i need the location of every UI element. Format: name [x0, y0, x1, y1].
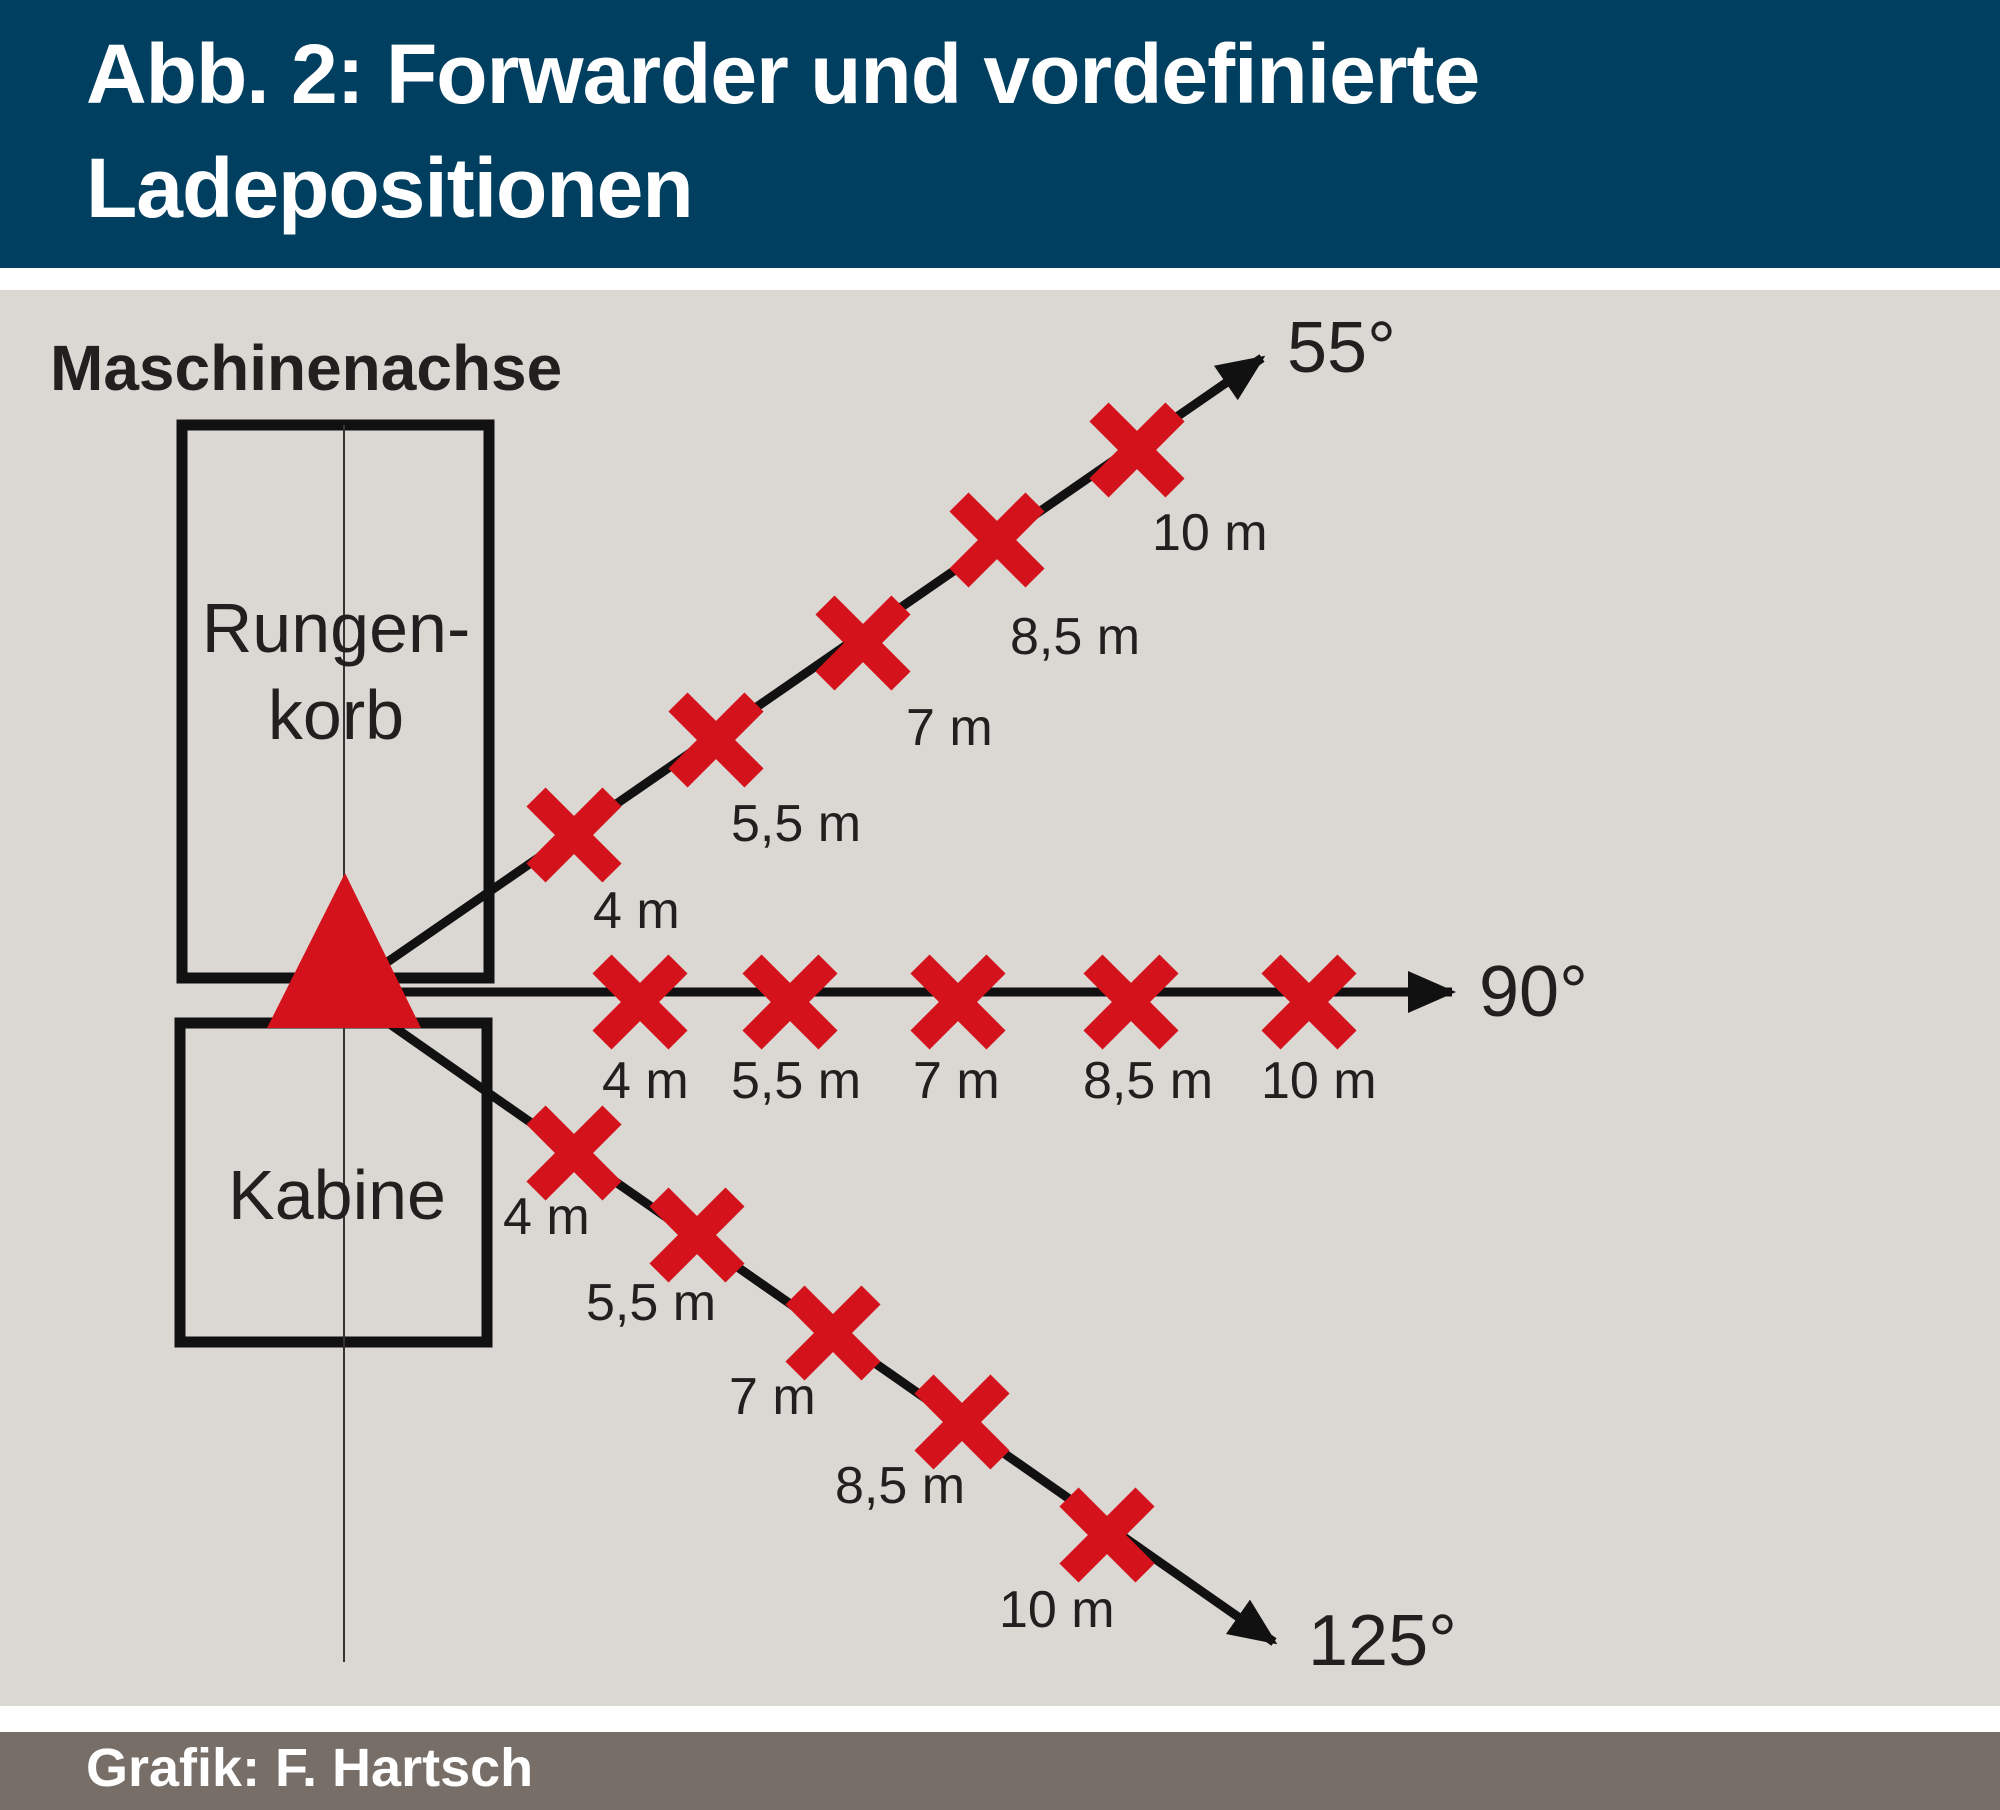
- loading-position-cross-55-10m: [1089, 402, 1185, 498]
- kabine-label: Kabine: [228, 1156, 446, 1234]
- angle-label-90: 90°: [1479, 952, 1588, 1032]
- distance-label-90-8-5m: 8,5 m: [1083, 1052, 1213, 1110]
- angle-label-125: 125°: [1308, 1601, 1457, 1681]
- loading-position-cross-55-7m: [815, 595, 911, 691]
- loading-position-cross-125-8-5m: [914, 1374, 1010, 1470]
- loading-position-cross-90-5-5m: [742, 954, 838, 1050]
- figure-title-line-1: Abb. 2: Forwarder und vordefinierte: [86, 27, 1480, 121]
- rungenkorb-label-line-2: korb: [268, 676, 404, 754]
- loading-position-cross-125-7m: [785, 1285, 881, 1381]
- loading-position-cross-55-4m: [526, 787, 622, 883]
- loading-position-cross-125-10m: [1059, 1487, 1155, 1583]
- distance-label-90-5-5m: 5,5 m: [731, 1052, 861, 1110]
- angle-label-55: 55°: [1287, 308, 1396, 388]
- loading-position-cross-55-5-5m: [668, 692, 764, 788]
- loader-position-triangle: [267, 873, 421, 1028]
- distance-label-55-10m: 10 m: [1152, 504, 1268, 562]
- distance-label-90-4m: 4 m: [602, 1052, 689, 1110]
- distance-label-125-7m: 7 m: [729, 1368, 816, 1426]
- loading-positions-diagram: Maschinenachse Rungen- korb Kabine 55° 9…: [50, 308, 1588, 1681]
- distance-label-125-4m: 4 m: [503, 1188, 590, 1246]
- distance-label-90-7m: 7 m: [913, 1052, 1000, 1110]
- loading-position-markers: [526, 402, 1357, 1583]
- figure-credit: Grafik: F. Hartsch: [86, 1738, 534, 1798]
- loading-position-cross-125-5-5m: [649, 1187, 745, 1283]
- loading-position-cross-125-4m: [526, 1105, 622, 1201]
- figure-header: Abb. 2: Forwarder und vordefinierte Lade…: [0, 0, 2000, 268]
- distance-label-125-8-5m: 8,5 m: [835, 1457, 965, 1515]
- loading-position-cross-90-7m: [910, 954, 1006, 1050]
- distance-label-125-5-5m: 5,5 m: [586, 1274, 716, 1332]
- distance-label-55-8-5m: 8,5 m: [1010, 608, 1140, 666]
- distance-label-55-7m: 7 m: [906, 699, 993, 757]
- loading-position-cross-90-4m: [592, 954, 688, 1050]
- loading-position-cross-90-10m: [1261, 954, 1357, 1050]
- figure-title-line-2: Ladepositionen: [86, 141, 694, 235]
- diagram-canvas: Maschinenachse Rungen- korb Kabine 55° 9…: [0, 290, 2000, 1706]
- figure-footer: Grafik: F. Hartsch: [0, 1732, 2000, 1810]
- distance-label-125-10m: 10 m: [999, 1581, 1115, 1639]
- distance-label-55-4m: 4 m: [593, 882, 680, 940]
- loading-position-cross-90-8-5m: [1083, 954, 1179, 1050]
- rungenkorb-label-line-1: Rungen-: [202, 589, 471, 667]
- machine-axis-label: Maschinenachse: [50, 332, 562, 404]
- distance-label-90-10m: 10 m: [1261, 1052, 1377, 1110]
- loading-position-cross-55-8-5m: [949, 492, 1045, 588]
- distance-label-55-5-5m: 5,5 m: [731, 795, 861, 853]
